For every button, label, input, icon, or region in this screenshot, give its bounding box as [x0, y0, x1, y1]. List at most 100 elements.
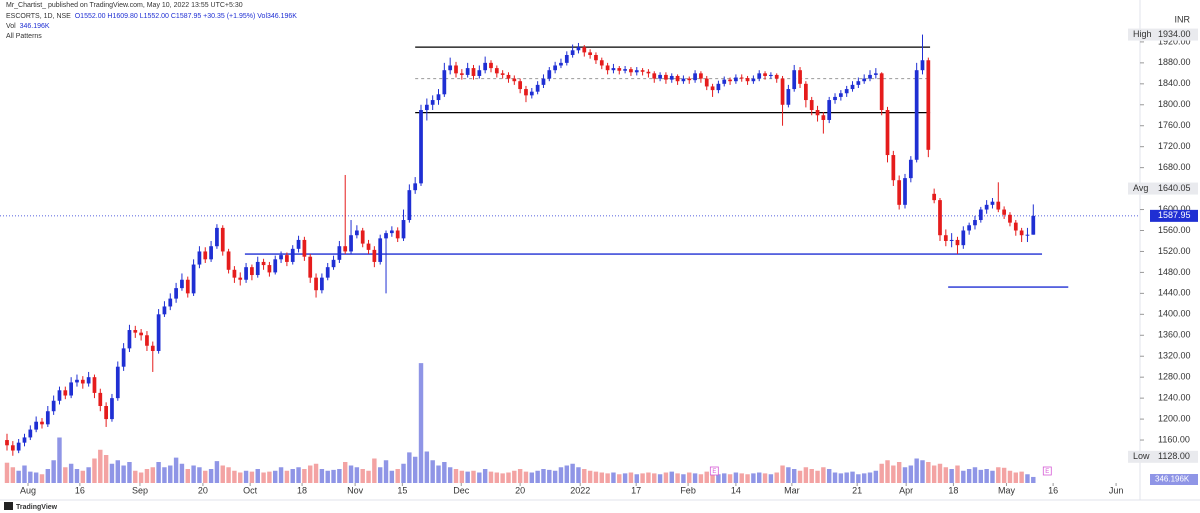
candle-body: [862, 78, 867, 82]
marker-name: Low: [1133, 451, 1150, 461]
candle-body: [10, 445, 15, 451]
volume-bar: [185, 469, 190, 483]
volume-bar: [133, 470, 138, 483]
candle-body: [1031, 215, 1036, 235]
candle-body: [978, 209, 983, 221]
marker-value: 1128.00: [1158, 451, 1190, 461]
candle-body: [774, 74, 779, 79]
candle-body: [331, 259, 336, 268]
candle-body: [80, 379, 85, 384]
volume-bar: [640, 473, 645, 483]
volume-bar: [238, 472, 243, 483]
volume-bar: [331, 469, 336, 483]
y-tick-label: 1600.00: [1158, 204, 1191, 214]
volume-bar: [815, 470, 820, 483]
candle-body: [150, 345, 155, 351]
volume-bar: [961, 470, 966, 483]
candle-body: [308, 256, 313, 278]
logo: [4, 502, 13, 510]
volume-bar: [366, 470, 371, 483]
candle-body: [804, 83, 808, 101]
volume-bar: [867, 472, 873, 483]
x-tick-label: Nov: [347, 485, 364, 495]
volume-bar: [856, 474, 861, 483]
candle-body: [115, 366, 120, 399]
candle-body: [174, 288, 178, 299]
volume-bar: [319, 469, 325, 483]
candle-body: [220, 227, 225, 252]
volume-bar: [669, 471, 674, 483]
volume-bar: [360, 469, 365, 483]
x-tick-label: 14: [731, 485, 741, 495]
candle-body: [570, 50, 575, 56]
volume-bar: [342, 462, 348, 483]
volume-bar: [354, 467, 360, 483]
y-tick-label: 1280.00: [1158, 372, 1191, 382]
symbol-legend: ESCORTS, 1D, NSE O1552.00 H1609.80 L1552…: [6, 13, 297, 20]
volume-bar: [978, 469, 984, 483]
candle-body: [599, 60, 604, 66]
volume-bar: [663, 472, 669, 483]
volume-bar: [523, 471, 529, 483]
candle-body: [984, 204, 989, 210]
candle-body: [285, 255, 289, 262]
candle-body: [541, 78, 546, 85]
volume-bar: [348, 465, 354, 483]
candle-body: [5, 440, 9, 446]
volume-bar: [308, 465, 313, 483]
y-tick-label: 1720.00: [1158, 141, 1191, 151]
candle-body: [1002, 209, 1006, 215]
candle-body: [314, 277, 318, 291]
candle-body: [1008, 214, 1012, 223]
volume-bar: [780, 465, 785, 483]
candle-body: [86, 377, 91, 384]
volume-bar: [482, 469, 488, 483]
volume-bar: [832, 472, 838, 483]
candle-body: [938, 200, 942, 236]
volume-bar: [955, 465, 960, 483]
volume-bar: [803, 467, 809, 483]
candle-body: [75, 379, 79, 383]
candle-body: [320, 277, 324, 291]
volume-bar: [249, 471, 255, 483]
candle-body: [967, 225, 972, 231]
candle-body: [658, 74, 662, 79]
candle-body: [833, 96, 837, 101]
event-label: E: [1045, 469, 1049, 475]
x-tick-label: 21: [852, 485, 862, 495]
candle-body: [780, 78, 785, 105]
volume-bar: [687, 472, 692, 483]
candle-body: [127, 330, 132, 349]
volume-bar: [966, 469, 972, 483]
candle-body: [302, 239, 307, 257]
volume-bar: [768, 474, 774, 483]
candle-body: [559, 62, 563, 66]
candle-body: [908, 159, 913, 179]
x-tick-label: Jun: [1109, 485, 1124, 495]
volume-bar: [564, 465, 570, 483]
candle-body: [191, 264, 196, 294]
volume-bar: [103, 455, 109, 483]
volume-bar: [179, 463, 185, 483]
x-tick-label: Sep: [132, 485, 148, 495]
volume-bar: [418, 363, 424, 483]
volume-bar: [710, 472, 715, 483]
candle-body: [477, 70, 482, 76]
volume-bar: [424, 451, 430, 483]
candle-body: [378, 238, 383, 262]
volume-bar: [168, 465, 173, 483]
volume-bar: [547, 469, 552, 483]
volume-bar: [63, 467, 68, 483]
volume-bar: [471, 470, 476, 483]
volume-bar: [972, 467, 978, 483]
volume-bar: [751, 473, 756, 483]
candle-body: [897, 180, 902, 205]
candle-body: [337, 246, 342, 260]
y-tick-label: 1240.00: [1158, 393, 1191, 403]
x-tick-label: Feb: [680, 485, 696, 495]
candle-body: [471, 68, 476, 76]
candle-body: [69, 382, 74, 396]
candle-body: [506, 74, 511, 79]
volume-bar: [949, 469, 954, 483]
